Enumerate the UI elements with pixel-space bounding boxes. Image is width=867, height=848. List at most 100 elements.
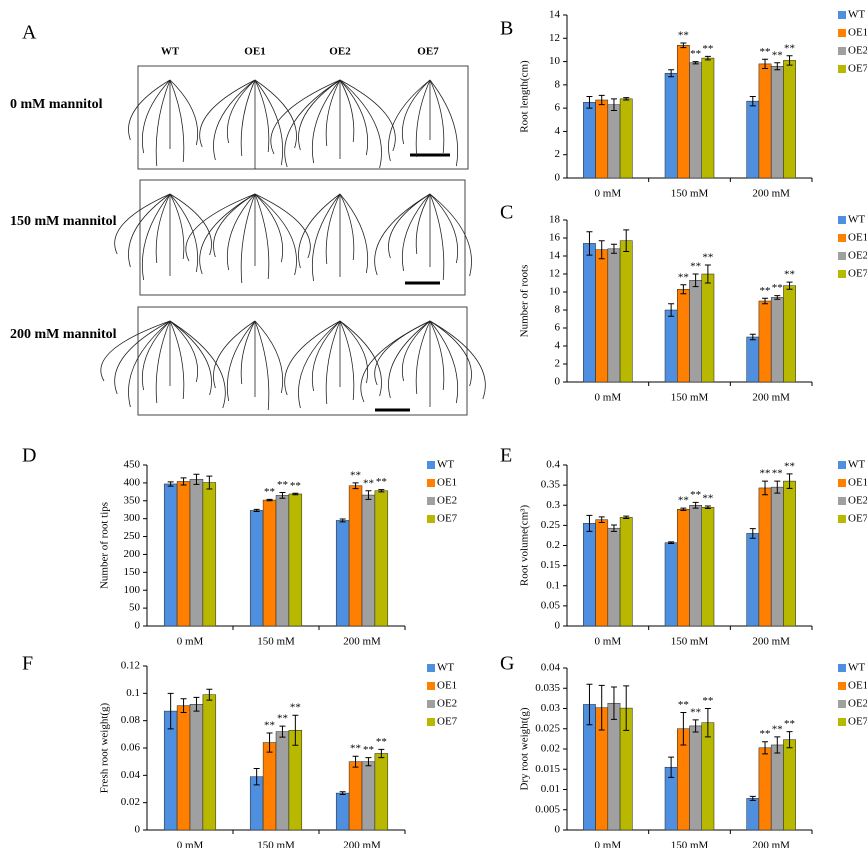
significance-label: **	[702, 43, 713, 55]
bar	[375, 491, 388, 626]
bar	[759, 748, 771, 830]
legend-label: WT	[848, 459, 865, 471]
legend-swatch	[427, 682, 435, 690]
legend-swatch	[838, 718, 846, 726]
bar	[583, 523, 595, 626]
legend-swatch	[427, 497, 435, 505]
y-tick-label: 0	[555, 824, 561, 836]
legend-label: OE1	[437, 477, 457, 489]
bar	[771, 487, 783, 626]
bar	[583, 243, 595, 382]
significance-label: **	[760, 46, 771, 58]
legend-swatch	[838, 29, 846, 37]
bar	[690, 63, 702, 178]
y-axis-label: Fresh root weight(g)	[99, 702, 111, 793]
significance-label: **	[350, 743, 361, 755]
y-tick-label: 18	[549, 214, 561, 226]
bar	[665, 310, 677, 382]
significance-label: **	[702, 695, 713, 707]
bar	[289, 494, 302, 626]
legend-swatch	[427, 664, 435, 672]
bar	[620, 99, 632, 178]
legend-swatch	[838, 252, 846, 260]
y-tick-label: 4	[555, 340, 561, 352]
x-tick-label: 150 mM	[257, 840, 295, 848]
significance-label: **	[784, 718, 795, 730]
legend-label: OE2	[437, 698, 457, 710]
y-tick-label: 14	[549, 9, 561, 21]
bar	[665, 543, 677, 626]
bar	[362, 762, 375, 830]
bar	[771, 297, 783, 382]
bar	[608, 528, 620, 626]
y-tick-label: 0.04	[541, 662, 561, 674]
significance-label: **	[690, 489, 701, 501]
legend-swatch	[838, 270, 846, 278]
legend-swatch	[427, 700, 435, 708]
y-tick-label: 0.12	[121, 660, 140, 672]
bar	[702, 274, 714, 382]
x-tick-label: 0 mM	[595, 188, 622, 200]
treatment-label: 0 mM mannitol	[10, 97, 103, 112]
x-tick-label: 200 mM	[752, 188, 790, 200]
bar	[596, 520, 608, 626]
legend-label: OE2	[437, 495, 457, 507]
bar	[620, 517, 632, 626]
genotype-label: WT	[161, 46, 180, 58]
legend-swatch	[838, 216, 846, 224]
significance-label: **	[678, 699, 689, 711]
bar	[759, 64, 771, 178]
legend-label: OE2	[848, 250, 867, 262]
bar	[747, 533, 759, 626]
significance-label: **	[678, 271, 689, 283]
significance-label: **	[784, 42, 795, 54]
y-tick-label: 0.1	[126, 687, 140, 699]
bar	[677, 45, 689, 178]
legend-label: OE2	[848, 45, 867, 57]
bar	[759, 301, 771, 382]
y-tick-label: 0.01	[541, 783, 560, 795]
y-tick-label: 4	[555, 125, 561, 137]
y-tick-label: 0.03	[541, 702, 561, 714]
significance-label: **	[772, 49, 783, 61]
bar	[349, 762, 362, 830]
y-tick-label: 0.02	[541, 743, 560, 755]
significance-label: **	[760, 728, 771, 740]
bar	[620, 241, 632, 382]
bar	[190, 479, 203, 626]
bar	[190, 704, 203, 830]
y-tick-label: 300	[124, 512, 141, 524]
legend-swatch	[838, 11, 846, 19]
y-tick-label: 250	[124, 530, 141, 542]
y-tick-label: 0.025	[535, 722, 560, 734]
y-tick-label: 16	[549, 232, 561, 244]
y-tick-label: 12	[549, 268, 560, 280]
bar	[177, 706, 190, 830]
legend-label: OE7	[848, 716, 867, 728]
significance-label: **	[290, 480, 301, 492]
x-tick-label: 200 mM	[752, 392, 790, 404]
legend-swatch	[838, 515, 846, 523]
legend-swatch	[838, 664, 846, 672]
legend-swatch	[427, 515, 435, 523]
panel-letter: F	[22, 653, 33, 675]
y-tick-label: 0	[555, 376, 561, 388]
significance-label: **	[363, 477, 374, 489]
y-tick-label: 0.04	[121, 769, 141, 781]
bar	[583, 102, 595, 178]
significance-label: **	[772, 723, 783, 735]
legend-swatch	[427, 461, 435, 469]
bar	[276, 495, 289, 626]
x-tick-label: 0 mM	[595, 636, 622, 648]
significance-label: **	[264, 719, 275, 731]
bar	[783, 60, 795, 178]
bar	[747, 101, 759, 178]
legend-swatch	[838, 700, 846, 708]
panel-letter: G	[500, 653, 514, 675]
y-tick-label: 0.005	[535, 803, 560, 815]
significance-label: **	[772, 282, 783, 294]
significance-label: **	[678, 29, 689, 41]
y-tick-label: 100	[124, 584, 141, 596]
legend-label: WT	[848, 662, 865, 674]
legend-label: OE7	[848, 268, 867, 280]
